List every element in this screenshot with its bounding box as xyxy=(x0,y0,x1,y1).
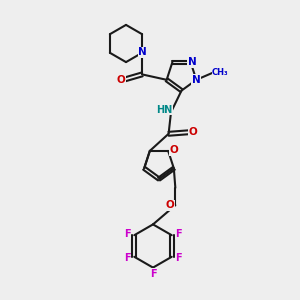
Text: N: N xyxy=(188,57,197,68)
Text: CH₃: CH₃ xyxy=(212,68,229,77)
Text: F: F xyxy=(175,253,181,263)
Text: F: F xyxy=(150,268,156,279)
Text: F: F xyxy=(124,253,131,263)
Text: O: O xyxy=(117,75,125,85)
Text: F: F xyxy=(124,229,131,239)
Text: HN: HN xyxy=(156,105,172,115)
Text: F: F xyxy=(175,229,181,239)
Text: N: N xyxy=(138,47,147,57)
Text: O: O xyxy=(188,127,197,137)
Text: O: O xyxy=(166,200,174,210)
Text: N: N xyxy=(192,75,201,85)
Text: O: O xyxy=(169,145,178,155)
